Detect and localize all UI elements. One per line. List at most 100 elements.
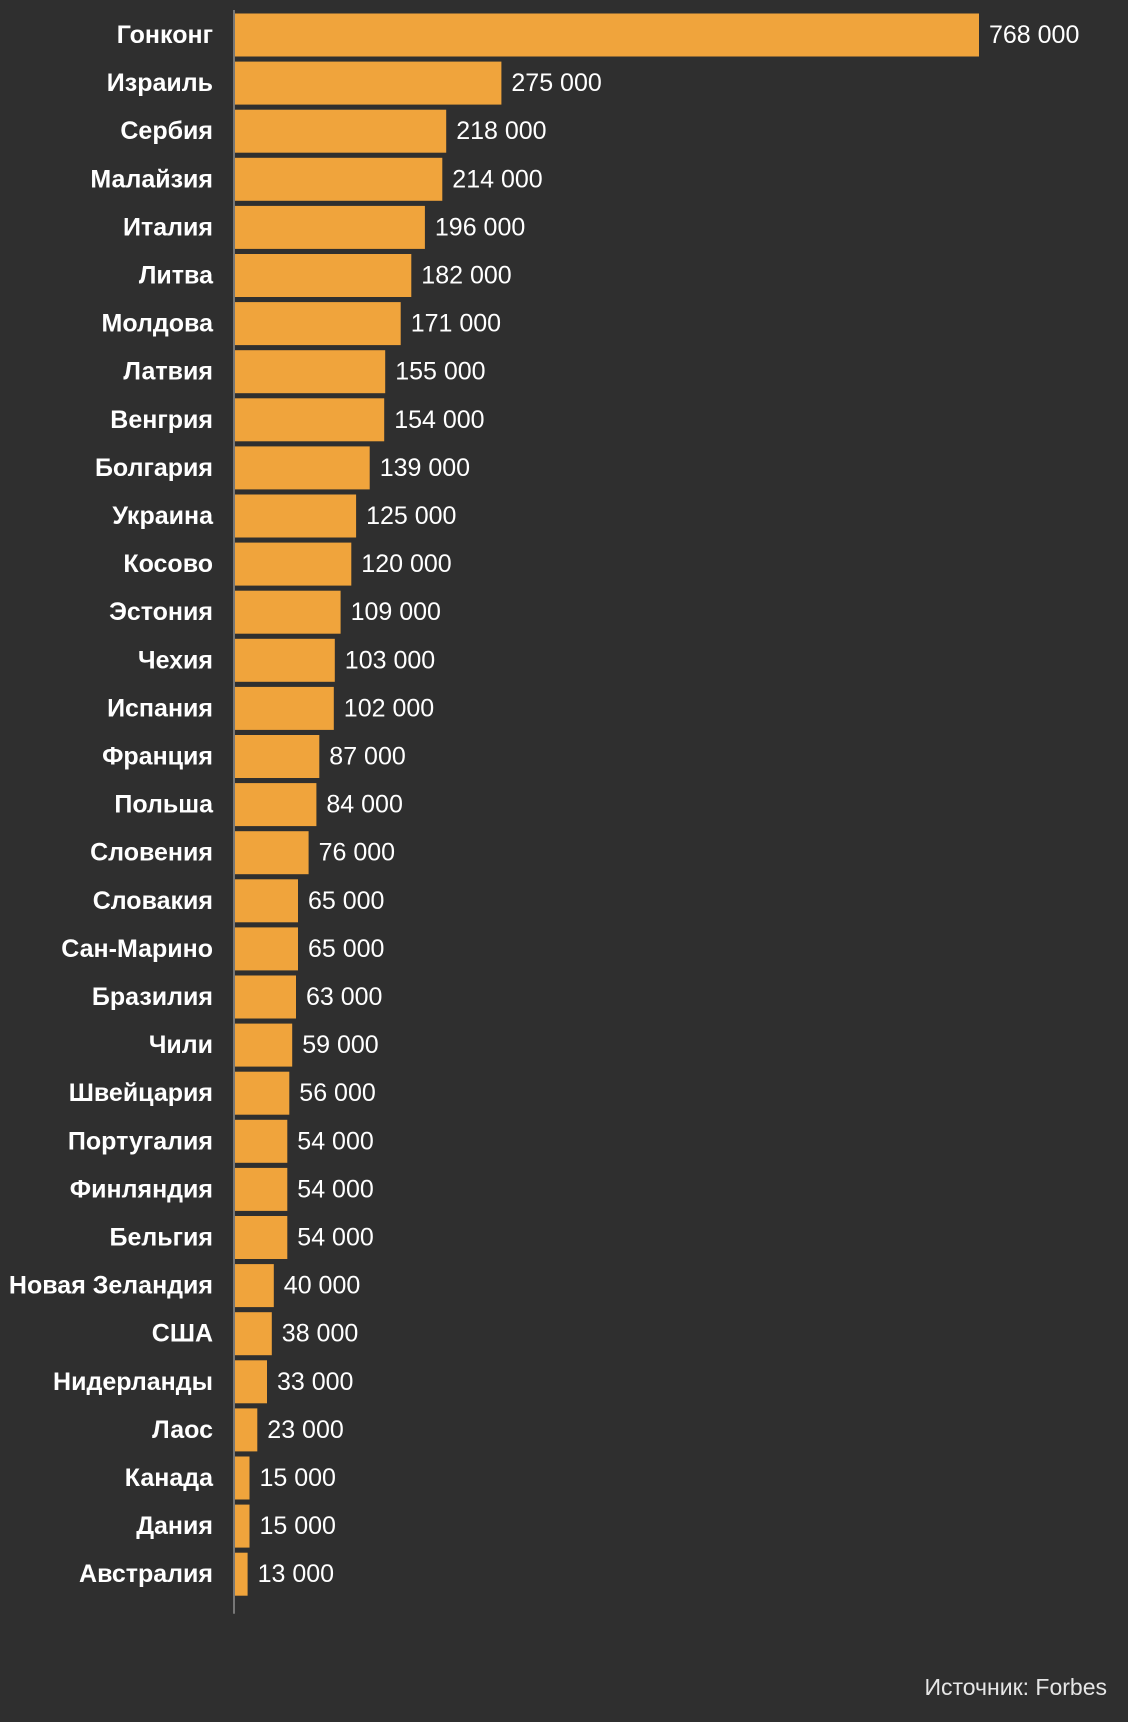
value-label: 15 000: [260, 1512, 336, 1540]
category-label: Латвия: [123, 358, 213, 386]
category-label: Чехия: [138, 646, 213, 674]
value-label: 125 000: [366, 502, 456, 530]
category-label: Украина: [112, 502, 214, 530]
value-label: 54 000: [297, 1127, 373, 1155]
category-label: Австралия: [79, 1560, 213, 1588]
bar: [235, 1312, 272, 1356]
category-label: США: [152, 1320, 213, 1348]
value-label: 87 000: [329, 743, 405, 771]
category-label: Сербия: [120, 117, 213, 145]
category-label: Гонконг: [117, 21, 213, 49]
category-label: Италия: [123, 213, 213, 241]
category-label: Швейцария: [69, 1079, 213, 1107]
category-label: Канада: [125, 1464, 214, 1492]
value-label: 56 000: [299, 1079, 375, 1107]
value-label: 63 000: [306, 983, 382, 1011]
bar: [235, 1552, 248, 1596]
bar: [235, 494, 357, 538]
bar: [235, 446, 370, 490]
value-label: 196 000: [435, 213, 525, 241]
category-label: Финляндия: [70, 1175, 213, 1203]
value-label: 13 000: [258, 1560, 334, 1588]
category-label: Эстония: [109, 598, 213, 626]
bar: [235, 157, 443, 201]
bar: [235, 1216, 288, 1259]
bar: [235, 13, 979, 57]
category-label: Новая Зеландия: [9, 1272, 213, 1300]
category-label: Франция: [102, 743, 213, 771]
bar: [235, 590, 341, 634]
value-label: 120 000: [361, 550, 451, 578]
value-label: 214 000: [452, 165, 542, 193]
category-label: Болгария: [95, 454, 213, 482]
value-label: 155 000: [395, 358, 485, 386]
value-label: 275 000: [511, 69, 601, 97]
bar: [235, 879, 298, 923]
category-label: Сан-Марино: [61, 935, 213, 963]
category-label: Чили: [149, 1031, 213, 1059]
bar: [235, 61, 502, 105]
bar: [235, 783, 317, 827]
bar: [235, 1071, 290, 1115]
bar: [235, 1119, 288, 1163]
bar: [235, 1408, 258, 1452]
value-label: 65 000: [308, 887, 384, 915]
value-label: 65 000: [308, 935, 384, 963]
value-label: 182 000: [421, 262, 511, 290]
value-label: 23 000: [267, 1416, 343, 1444]
value-label: 84 000: [326, 791, 402, 819]
category-label: Словакия: [93, 887, 213, 915]
bar: [235, 205, 425, 249]
value-label: 109 000: [351, 598, 441, 626]
category-label: Венгрия: [110, 406, 213, 434]
bar: [235, 975, 296, 1019]
category-label: Нидерланды: [53, 1368, 213, 1396]
bar: [235, 1504, 250, 1548]
bar: [235, 735, 320, 778]
bar: [235, 109, 447, 153]
value-labels-group: 768 000 275 000 218 000 214 000 196 000 182 0…: [258, 21, 1080, 1588]
bar: [235, 1360, 267, 1404]
category-label: Малайзия: [90, 165, 213, 193]
category-labels-group: Гонконг Израиль Сербия Малайзия Италия Литва М…: [9, 21, 214, 1588]
bar: [235, 1264, 274, 1308]
bar: [235, 638, 335, 682]
value-label: 40 000: [284, 1272, 360, 1300]
bar: [235, 398, 385, 442]
value-label: 33 000: [277, 1368, 353, 1396]
value-label: 54 000: [297, 1224, 373, 1252]
value-label: 218 000: [456, 117, 546, 145]
category-label: Дания: [136, 1512, 213, 1540]
category-label: Бразилия: [92, 983, 213, 1011]
value-label: 139 000: [380, 454, 470, 482]
value-label: 59 000: [302, 1031, 378, 1059]
category-label: Бельгия: [110, 1224, 214, 1252]
bar: [235, 1456, 250, 1500]
value-label: 76 000: [319, 839, 395, 867]
value-label: 103 000: [345, 646, 435, 674]
category-label: Испания: [107, 694, 213, 722]
value-label: 154 000: [394, 406, 484, 434]
value-label: 171 000: [411, 310, 501, 338]
bar: [235, 831, 309, 875]
value-label: 15 000: [260, 1464, 336, 1492]
bar: [235, 927, 298, 971]
value-label: 54 000: [297, 1175, 373, 1203]
bar: [235, 350, 386, 394]
value-label: 768 000: [989, 21, 1079, 49]
category-label: Косово: [123, 550, 213, 578]
bar: [235, 542, 352, 586]
bar: [235, 1167, 288, 1211]
bar: [235, 302, 401, 346]
value-label: 102 000: [344, 694, 434, 722]
bars-group: [235, 13, 979, 1596]
category-label: Словения: [90, 839, 213, 867]
category-label: Польша: [114, 791, 214, 819]
value-label: 38 000: [282, 1320, 358, 1348]
category-label: Израиль: [107, 69, 213, 97]
bar: [235, 686, 334, 730]
bar: [235, 1023, 293, 1067]
category-label: Португалия: [68, 1127, 213, 1155]
source-note: Источник: Forbes: [924, 1674, 1107, 1700]
